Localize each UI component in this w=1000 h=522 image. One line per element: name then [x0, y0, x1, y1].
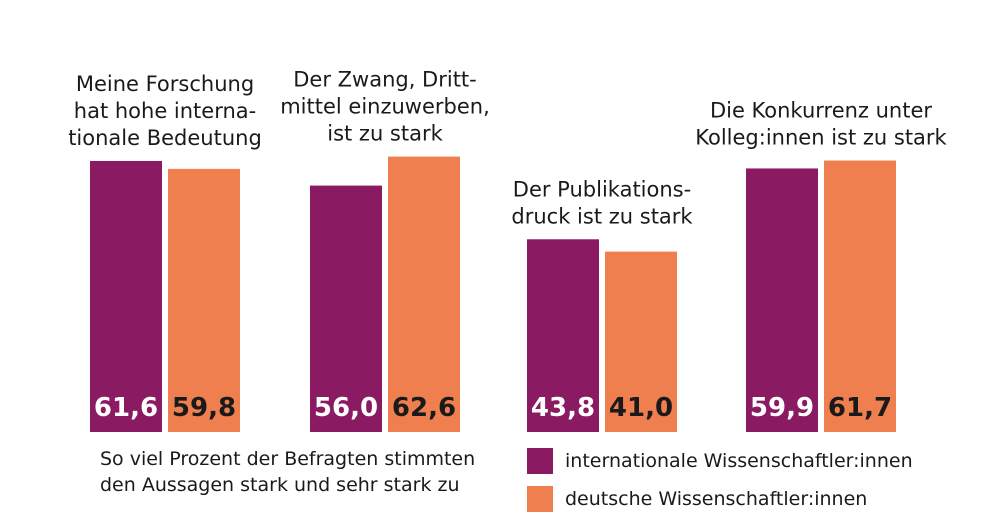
value-label-forschung-series-2: 59,8 [172, 393, 236, 423]
value-label-publikation-series-2: 41,0 [609, 393, 673, 423]
chart-note-line-2: den Aussagen stark und sehr stark zu [100, 474, 460, 496]
category-label-line: druck ist zu stark [511, 204, 693, 228]
category-label-line: Der Zwang, Dritt- [293, 68, 477, 92]
legend-label-german: deutsche Wissenschaftler:innen [565, 488, 868, 510]
legend-item-international: internationale Wissenschaftler:innen [527, 446, 913, 476]
value-label-publikation-series-1: 43,8 [531, 393, 595, 423]
category-label-line: ist zu stark [327, 122, 443, 146]
bar-forschung-series-1 [90, 160, 162, 432]
category-label-line: mittel einzuwerben, [280, 95, 490, 119]
category-label-forschung: Meine Forschung hat hohe interna-tionale … [68, 72, 262, 150]
value-label-konkurrenz-series-2: 61,7 [828, 393, 892, 423]
bar-konkurrenz-series-1 [746, 168, 818, 432]
chart-note: So viel Prozent der Befragten stimmten d… [100, 446, 520, 498]
category-label-line: tionale Bedeutung [68, 126, 262, 150]
value-label-konkurrenz-series-1: 59,9 [750, 393, 814, 423]
bar-konkurrenz-series-2 [824, 160, 896, 432]
legend-item-german: deutsche Wissenschaftler:innen [527, 484, 913, 514]
bar-forschung-series-2 [168, 168, 240, 432]
category-label-konkurrenz: Die Konkurrenz unter Kolleg:innen ist zu … [695, 99, 947, 150]
bar-drittmittel-series-2 [388, 156, 460, 432]
legend-swatch-german [527, 486, 553, 512]
category-label-line: Der Publikations- [513, 177, 691, 201]
bar-drittmittel-series-1 [310, 185, 382, 432]
bar-chart: 61,6 59,8 Meine Forschung hat hohe interna-… [68, 68, 948, 432]
category-label-drittmittel: Der Zwang, Dritt-mittel einzuwerben, ist … [280, 68, 490, 146]
legend-label-international: internationale Wissenschaftler:innen [565, 450, 913, 472]
category-label-line: Die Konkurrenz unter [710, 99, 932, 123]
value-label-forschung-series-1: 61,6 [94, 393, 158, 423]
category-label-line: Kolleg:innen ist zu stark [695, 126, 947, 150]
value-label-drittmittel-series-2: 62,6 [392, 393, 456, 423]
category-label-line: hat hohe interna- [74, 99, 256, 123]
category-label-line: Meine Forschung [76, 72, 254, 96]
legend: internationale Wissenschaftler:innen deu… [527, 446, 913, 522]
bar-publikation-series-1 [527, 239, 599, 432]
category-label-publikation: Der Publikations-druck ist zu stark [511, 177, 693, 228]
value-label-drittmittel-series-1: 56,0 [314, 393, 378, 423]
bar-publikation-series-2 [605, 251, 677, 432]
legend-swatch-international [527, 448, 553, 474]
chart-note-line-1: So viel Prozent der Befragten stimmten [100, 448, 476, 470]
